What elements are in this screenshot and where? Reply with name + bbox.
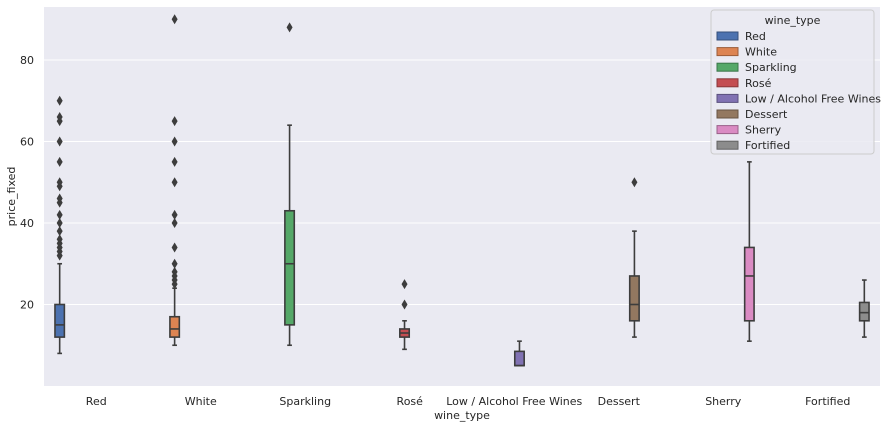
legend-label: Red — [745, 30, 766, 43]
outlier-point — [171, 209, 178, 220]
box-group-low-alcohol-free-wines — [513, 340, 525, 367]
outlier-point — [401, 299, 408, 310]
y-axis-label: price_fixed — [5, 167, 18, 227]
outlier-point — [631, 177, 638, 188]
legend-swatch — [716, 31, 739, 41]
x-tick-label: White — [185, 395, 217, 408]
legend-label: Sparkling — [745, 61, 797, 74]
box-group-sparkling — [284, 22, 296, 347]
outlier-point — [286, 22, 293, 33]
legend-label: Rosé — [745, 77, 772, 90]
box-iqr — [169, 315, 181, 338]
y-tick-label: 40 — [20, 217, 34, 230]
box-iqr — [54, 303, 66, 338]
x-tick-label: Red — [86, 395, 107, 408]
outlier-point — [171, 242, 178, 253]
outlier-point — [56, 226, 63, 237]
outlier-point — [171, 217, 178, 228]
y-tick-label: 80 — [20, 54, 34, 67]
legend-swatch — [716, 93, 739, 103]
box-group-red — [54, 95, 66, 355]
legend-label: Dessert — [745, 108, 788, 121]
x-tick-label: Sherry — [705, 395, 742, 408]
outlier-point — [401, 279, 408, 290]
outlier-point — [56, 217, 63, 228]
legend-swatch — [716, 140, 739, 150]
outlier-point — [171, 156, 178, 167]
y-tick-label: 60 — [20, 135, 34, 148]
legend-label: Low / Alcohol Free Wines — [745, 92, 881, 105]
outlier-point — [171, 136, 178, 147]
outlier-point — [56, 177, 63, 188]
box-iqr — [284, 209, 296, 326]
outlier-point — [171, 116, 178, 127]
box-iqr — [628, 275, 640, 322]
y-tick-label: 20 — [20, 298, 34, 311]
legend-swatch — [716, 62, 739, 72]
outlier-point — [171, 266, 178, 277]
outlier-point — [171, 177, 178, 188]
box-group-ros- — [399, 279, 411, 351]
x-tick-label: Dessert — [598, 395, 641, 408]
outlier-point — [56, 136, 63, 147]
x-tick-label: Rosé — [397, 395, 424, 408]
legend-swatch — [716, 109, 739, 119]
outlier-point — [56, 95, 63, 106]
box-iqr — [858, 301, 870, 322]
box-iqr — [743, 246, 755, 322]
box-group-fortified — [858, 279, 870, 338]
outlier-point — [56, 209, 63, 220]
legend-label: White — [745, 46, 777, 59]
outlier-point — [171, 14, 178, 25]
legend-label: Fortified — [745, 139, 790, 152]
x-tick-label: Fortified — [805, 395, 850, 408]
legend-items: Red White Sparkling Rosé Low / Alcohol Free … — [716, 30, 881, 152]
outlier-point — [56, 112, 63, 123]
outlier-point — [56, 193, 63, 204]
x-tick-label: Sparkling — [279, 395, 331, 408]
legend-label: Sherry — [745, 124, 782, 137]
box-group-dessert — [628, 177, 640, 338]
box-group-white — [169, 14, 181, 347]
legend: wine_type Red White Sparkling Rosé Low / Alc… — [710, 9, 881, 155]
x-tick-label: Low / Alcohol Free Wines — [446, 395, 582, 408]
legend-frame — [710, 9, 875, 155]
box-iqr — [513, 350, 525, 367]
x-axis-label: wine_type — [434, 409, 490, 422]
legend-swatch — [716, 78, 739, 88]
outlier-point — [56, 234, 63, 245]
legend-swatch — [716, 47, 739, 57]
legend-title: wine_type — [765, 14, 821, 27]
box-group-sherry — [743, 161, 755, 342]
legend-swatch — [716, 125, 739, 135]
outlier-point — [56, 156, 63, 167]
axes-layer: 20 40 60 80 Red White Sparkling Rosé Low / Alcoh… — [20, 54, 850, 408]
boxes-layer — [54, 14, 870, 367]
outlier-point — [171, 258, 178, 269]
